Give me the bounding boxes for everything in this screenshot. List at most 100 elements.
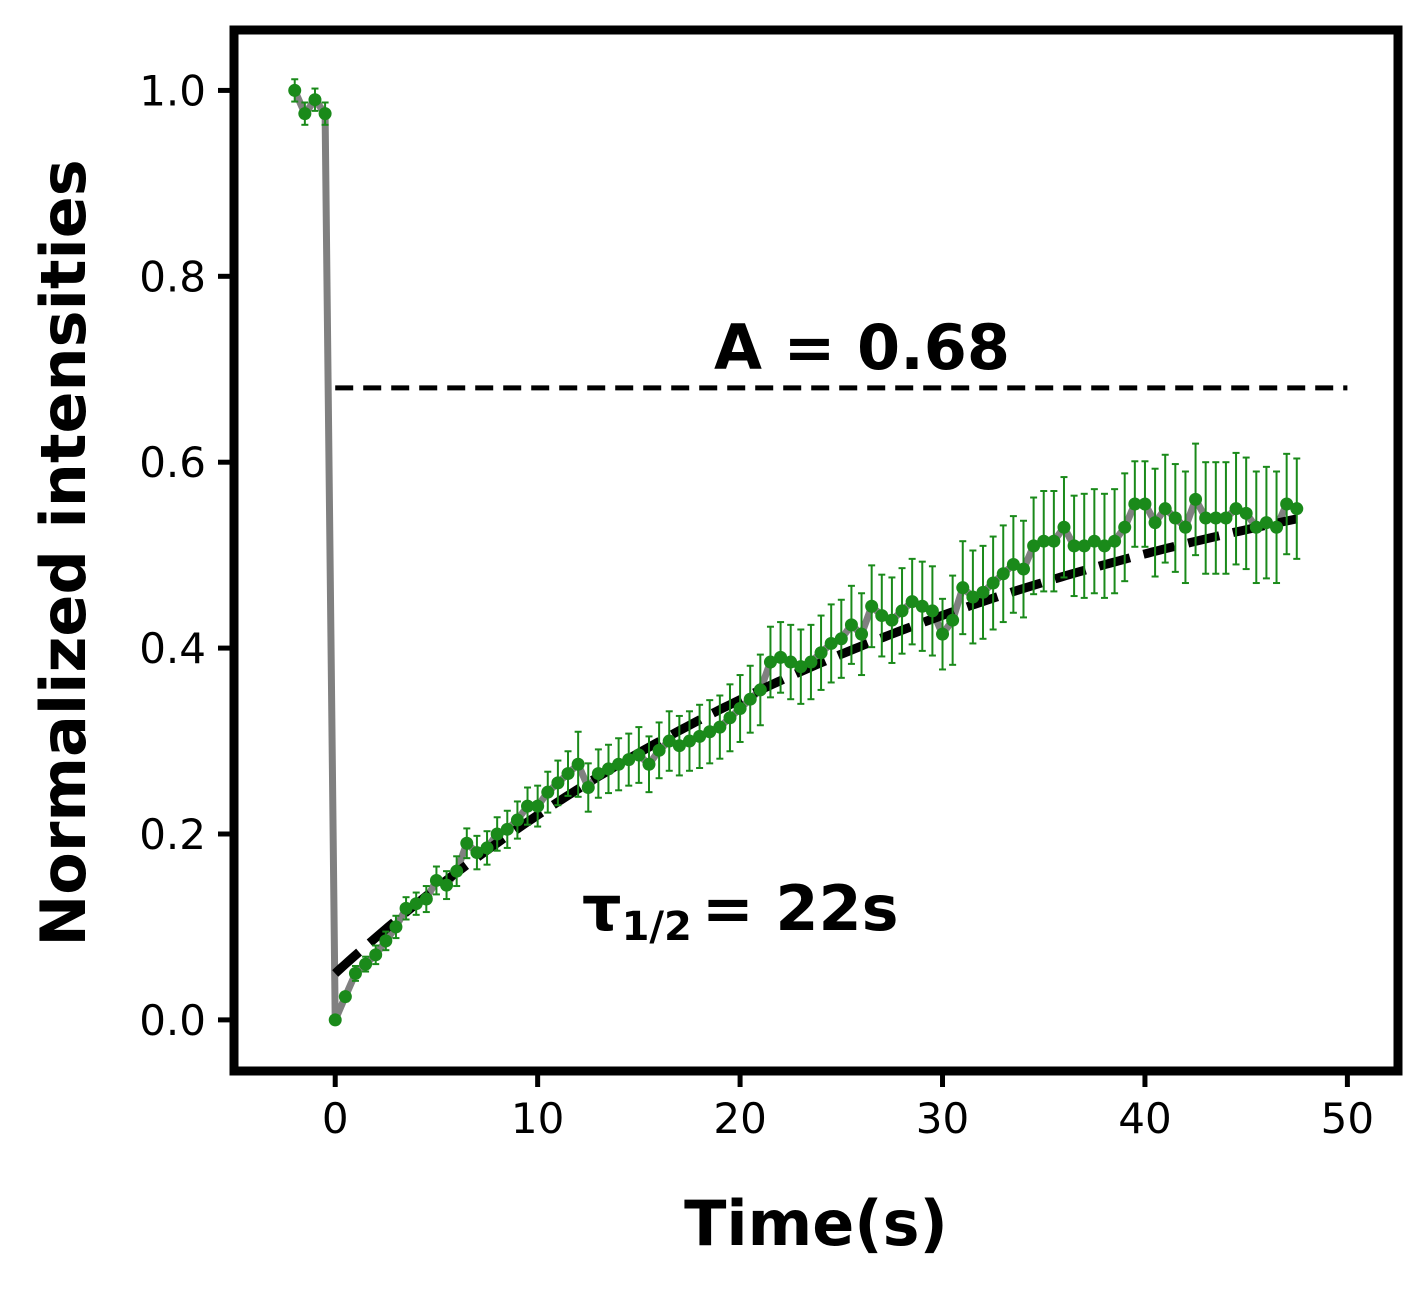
data-point-group: [328, 1013, 342, 1027]
data-point-group: [1280, 452, 1294, 556]
data-point-group: [733, 674, 747, 743]
data-point: [409, 897, 423, 911]
data-point-group: [1158, 453, 1172, 564]
data-point: [1027, 539, 1041, 553]
data-point: [1118, 520, 1132, 534]
data-point: [359, 957, 373, 971]
data-point: [1259, 516, 1273, 530]
data-point-group: [1087, 488, 1101, 595]
data-point: [1249, 520, 1263, 534]
data-point-group: [915, 560, 929, 652]
data-point-group: [521, 786, 535, 826]
data-point-group: [399, 896, 413, 921]
data-point-group: [490, 816, 504, 852]
y-axis-title: Normalized intensities: [27, 159, 100, 946]
data-point: [1016, 562, 1030, 576]
tau-value: = 22s: [702, 872, 899, 945]
data-point: [1006, 557, 1020, 571]
data-point: [1037, 534, 1051, 548]
x-tick-label: 40: [1118, 1094, 1171, 1143]
y-tick-label: 0.2: [139, 810, 206, 859]
data-point: [1047, 534, 1061, 548]
data-point-group: [308, 87, 322, 112]
data-point: [1178, 520, 1192, 534]
data-point-group: [844, 584, 858, 665]
x-tick-label: 50: [1321, 1094, 1374, 1143]
data-point: [1290, 502, 1304, 516]
data-point: [1239, 506, 1253, 520]
data-point: [986, 576, 1000, 590]
data-point: [591, 767, 605, 781]
data-point-group: [1077, 492, 1091, 599]
data-point-group: [753, 653, 767, 727]
data-point: [379, 934, 393, 948]
data-point-group: [470, 834, 484, 871]
data-point: [460, 836, 474, 850]
data-point-group: [936, 597, 950, 671]
data-point: [703, 725, 717, 739]
data-point: [1158, 502, 1172, 516]
data-point-group: [682, 710, 696, 772]
data-point: [865, 599, 879, 613]
data-point: [946, 613, 960, 627]
data-point-group: [1006, 515, 1020, 614]
data-point: [1077, 539, 1091, 553]
data-point: [672, 739, 686, 753]
data-point-group: [369, 944, 383, 966]
data-point: [966, 590, 980, 604]
data-point: [470, 846, 484, 860]
half-time-annotation: τ1/2 = 22s: [582, 872, 899, 950]
y-tick-label: 0.6: [139, 438, 206, 487]
plot-frame: [229, 25, 1403, 1076]
data-point: [571, 757, 585, 771]
data-point: [328, 1013, 342, 1027]
data-point-group: [642, 735, 656, 794]
data-point-group: [865, 564, 879, 649]
data-point-group: [1027, 496, 1041, 596]
data-point-group: [1047, 490, 1061, 593]
data-point-group: [1209, 461, 1223, 575]
data-point-group: [1219, 461, 1233, 575]
data-point: [389, 920, 403, 934]
y-tick-label: 0.0: [139, 996, 206, 1045]
data-point: [662, 734, 676, 748]
data-point: [1229, 502, 1243, 516]
data-point-group: [1168, 463, 1182, 573]
data-point: [612, 757, 626, 771]
data-point-group: [885, 576, 899, 664]
data-point: [450, 864, 464, 878]
x-axis-title: Time(s): [684, 1187, 948, 1260]
y-tick-label: 0.8: [139, 252, 206, 301]
data-point: [743, 692, 757, 706]
data-point: [723, 711, 737, 725]
data-point-group: [419, 885, 433, 914]
data-point: [1128, 497, 1142, 511]
data-point-group: [531, 784, 545, 828]
data-point-group: [652, 721, 666, 780]
data-point-group: [1199, 461, 1213, 575]
data-point-group: [581, 762, 595, 813]
data-point-group: [288, 78, 302, 103]
data-point-group: [946, 574, 960, 666]
data-point-group: [743, 664, 757, 734]
data-point: [1087, 534, 1101, 548]
data-point-group: [804, 623, 818, 701]
data-point-group: [794, 628, 808, 705]
data-point: [399, 901, 413, 915]
data-point: [652, 743, 666, 757]
data-point: [642, 757, 656, 771]
data-point: [753, 683, 767, 697]
data-point: [1219, 511, 1233, 525]
data-point: [733, 702, 747, 716]
plateau-annotation: A = 0.68: [714, 311, 1010, 384]
data-point: [1168, 511, 1182, 525]
data-point-group: [834, 598, 848, 679]
data-point-group: [672, 714, 686, 777]
data-point-group: [510, 800, 524, 840]
data-point: [915, 599, 929, 613]
data-point-group: [359, 955, 373, 973]
data-point-group: [1057, 476, 1071, 579]
data-point-group: [1138, 460, 1152, 548]
data-point-group: [480, 830, 494, 866]
data-point: [885, 613, 899, 627]
